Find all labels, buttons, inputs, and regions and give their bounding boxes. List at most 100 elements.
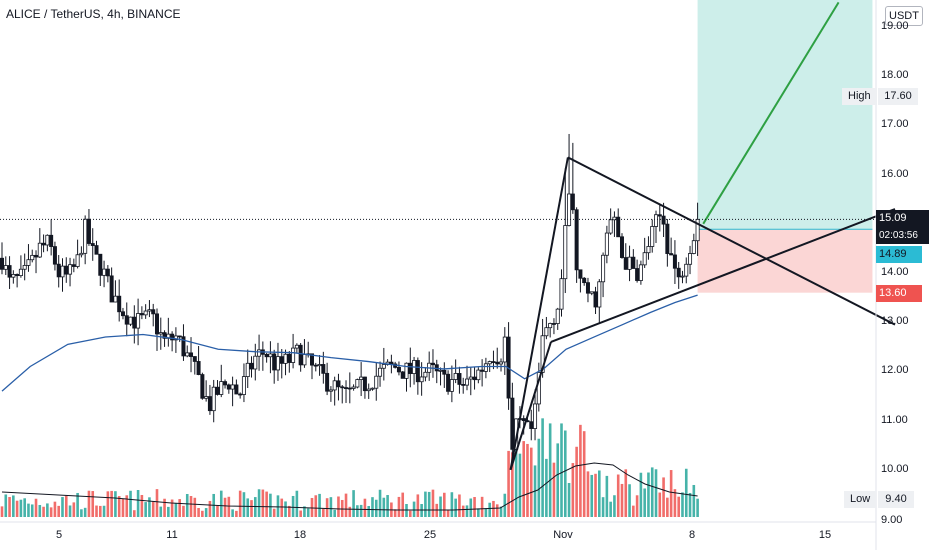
candle-body bbox=[211, 386, 216, 412]
volume-bar bbox=[4, 494, 8, 517]
candle-body bbox=[442, 369, 447, 375]
time-label: 15 bbox=[818, 529, 832, 541]
candle-body bbox=[317, 364, 322, 367]
candle-body bbox=[192, 356, 197, 362]
candle-body bbox=[257, 349, 262, 357]
volume-bar bbox=[340, 499, 344, 517]
trend-drawings[interactable] bbox=[0, 1, 896, 471]
candle-body bbox=[181, 336, 186, 357]
candle-body bbox=[204, 396, 209, 399]
candle-body bbox=[340, 386, 345, 389]
volume-bar bbox=[19, 499, 23, 517]
volume-bar bbox=[605, 475, 609, 517]
candle-body bbox=[215, 386, 220, 395]
candle-body bbox=[230, 384, 235, 390]
candle-body bbox=[419, 376, 424, 383]
volume-bar bbox=[681, 492, 684, 517]
candle-body bbox=[264, 353, 269, 358]
volume-bar bbox=[110, 490, 113, 517]
candle-body bbox=[669, 253, 674, 256]
volume-bar bbox=[185, 493, 189, 517]
price-label: 13.00 bbox=[881, 315, 909, 328]
volume-bar bbox=[246, 498, 250, 517]
volume-bar bbox=[371, 497, 374, 517]
price-label: 18.00 bbox=[881, 69, 909, 82]
volume-bar bbox=[114, 491, 117, 517]
volume-bar bbox=[144, 502, 147, 517]
volume-bar bbox=[87, 490, 91, 517]
candle-body bbox=[238, 393, 243, 396]
volume-bar bbox=[38, 504, 42, 517]
candle-body bbox=[593, 291, 598, 308]
volume-bar bbox=[64, 495, 68, 517]
candle-body bbox=[22, 265, 27, 270]
candle-body bbox=[226, 384, 231, 390]
volume-bar bbox=[129, 490, 132, 517]
candle-body bbox=[120, 311, 125, 317]
candle-body bbox=[154, 313, 159, 335]
candle-body bbox=[638, 264, 643, 281]
volume-bar bbox=[412, 501, 416, 517]
volume-bar bbox=[284, 501, 287, 517]
volume-bar bbox=[446, 510, 450, 517]
volume-bar bbox=[57, 505, 61, 517]
volume-bar bbox=[658, 492, 662, 517]
volume-bar bbox=[106, 491, 110, 517]
volume-bar bbox=[560, 423, 563, 517]
volume-bars bbox=[0, 418, 699, 517]
volume-bar bbox=[465, 505, 469, 517]
candle-body bbox=[223, 381, 228, 386]
candle-body bbox=[151, 309, 156, 315]
triangle-upper-line bbox=[567, 156, 896, 326]
volume-bar bbox=[95, 505, 98, 517]
volume-bar bbox=[261, 489, 265, 517]
candle-body bbox=[665, 223, 670, 254]
candle-body bbox=[185, 352, 190, 357]
volume-bar bbox=[556, 443, 560, 517]
candle-body bbox=[449, 379, 454, 392]
volume-bar bbox=[548, 423, 552, 517]
volume-bar bbox=[397, 496, 401, 517]
candle-body bbox=[680, 275, 685, 278]
volume-bar bbox=[189, 496, 193, 517]
candle-body bbox=[691, 240, 696, 254]
volume-bar bbox=[598, 470, 601, 517]
volume-bar bbox=[238, 490, 242, 517]
volume-bar bbox=[318, 493, 321, 517]
volume-bar bbox=[223, 497, 227, 517]
candle-body bbox=[457, 373, 462, 385]
candle-body bbox=[90, 243, 95, 246]
volume-bar bbox=[582, 431, 586, 517]
volume-bar bbox=[201, 510, 204, 517]
candle-body bbox=[325, 372, 330, 392]
candle-body bbox=[548, 323, 553, 329]
candle-body bbox=[654, 214, 659, 227]
candle-body bbox=[272, 353, 277, 371]
volume-bar bbox=[98, 505, 102, 517]
volume-bar bbox=[662, 477, 665, 517]
time-label: Nov bbox=[553, 529, 573, 541]
volume-bar bbox=[673, 489, 677, 517]
candle-body bbox=[86, 218, 91, 244]
candle-body bbox=[30, 254, 35, 261]
volume-bar bbox=[303, 506, 306, 517]
time-label: 11 bbox=[166, 529, 178, 541]
volume-bar bbox=[76, 492, 79, 517]
candle-body bbox=[64, 265, 69, 275]
volume-bar bbox=[288, 505, 291, 517]
candle-body bbox=[396, 366, 401, 373]
volume-bar bbox=[291, 495, 295, 517]
candle-body bbox=[344, 387, 349, 389]
volume-bar bbox=[42, 506, 45, 517]
volume-bar bbox=[473, 497, 476, 517]
candle-body bbox=[672, 254, 677, 269]
volume-bar bbox=[537, 438, 541, 517]
candle-body bbox=[370, 387, 375, 390]
candle-body bbox=[253, 355, 258, 370]
candle-body bbox=[105, 268, 110, 277]
currency-button[interactable]: USDT bbox=[885, 6, 923, 26]
volume-bar bbox=[204, 508, 208, 517]
candle-body bbox=[3, 265, 8, 270]
volume-bar bbox=[61, 497, 64, 517]
